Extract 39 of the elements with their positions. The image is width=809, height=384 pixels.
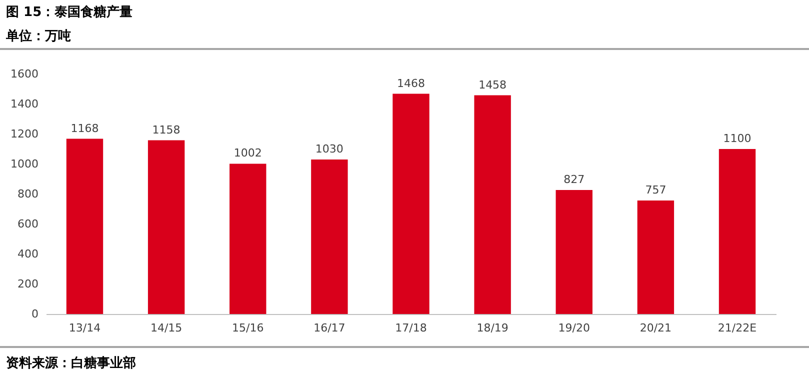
data-label: 1158 <box>152 123 180 136</box>
y-tick-label: 800 <box>18 188 38 200</box>
data-label: 757 <box>645 183 666 196</box>
y-tick-label: 600 <box>18 218 38 230</box>
x-tick-label: 14/15 <box>150 322 182 334</box>
bar <box>148 140 185 314</box>
x-tick-label: 21/22E <box>718 322 757 334</box>
x-tick-label: 17/18 <box>395 322 427 334</box>
bar <box>66 138 104 314</box>
x-tick-label: 19/20 <box>558 322 590 334</box>
y-tick-label: 0 <box>32 308 38 320</box>
y-tick-label: 200 <box>18 278 38 290</box>
bar <box>230 164 266 314</box>
bar <box>392 94 430 314</box>
data-label: 1002 <box>234 146 262 160</box>
data-label: 1030 <box>315 142 344 156</box>
bar <box>718 149 756 314</box>
bar <box>311 160 348 314</box>
chart-subtitle: 单位：万吨 <box>6 28 71 45</box>
data-label: 1458 <box>478 78 507 92</box>
x-tick-label: 13/14 <box>68 322 101 334</box>
y-tick-label: 1400 <box>10 98 38 110</box>
x-tick-label: 20/21 <box>640 322 672 334</box>
data-label: 827 <box>564 172 585 186</box>
x-tick-label: 15/16 <box>232 322 264 334</box>
bar <box>556 190 592 314</box>
y-tick-label: 1200 <box>10 128 38 140</box>
text: 资料来源：白糖事业部 <box>6 354 136 372</box>
x-tick-label: 16/17 <box>314 322 346 334</box>
y-tick-label: 1600 <box>10 68 38 80</box>
chart-title: 图 15：泰国食糖产量 <box>6 4 133 21</box>
bar <box>637 200 674 314</box>
data-label: 1468 <box>397 76 425 90</box>
data-label: 1100 <box>723 132 752 145</box>
data-label: 1168 <box>70 122 99 135</box>
y-tick-label: 1000 <box>10 158 38 170</box>
x-tick-label: 18/19 <box>476 322 508 334</box>
bar <box>474 95 511 314</box>
y-tick-label: 400 <box>18 248 38 260</box>
